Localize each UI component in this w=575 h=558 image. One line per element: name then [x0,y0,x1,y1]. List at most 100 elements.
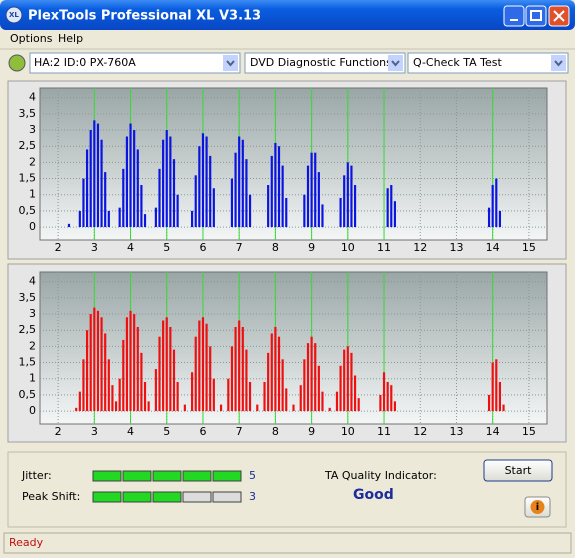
bar [93,307,96,412]
bar [85,330,89,412]
window-title: PlexTools Professional XL V3.13 [28,9,261,24]
ta-quality-value: Good [353,487,394,503]
bar [205,136,208,228]
y-tick-label: 3,5 [19,107,37,120]
bar [386,381,389,412]
bar [75,407,78,412]
x-tick-label: 5 [163,425,170,438]
bar [162,320,165,412]
close-icon [553,10,565,22]
plot-area [39,87,548,241]
bar [154,369,157,412]
y-tick-label: 2 [29,155,36,168]
bar [89,130,92,228]
x-tick-label: 5 [163,241,170,254]
start-button[interactable] [483,459,553,482]
bar [89,314,92,412]
bar [267,352,270,412]
bar [390,185,393,228]
bar [281,359,284,412]
bar [82,359,85,412]
bar [172,159,176,228]
bar [487,207,491,228]
bar [256,404,259,412]
bar [172,349,176,412]
y-tick-label: 4 [29,275,36,288]
drive-combo[interactable] [29,52,241,74]
bar [382,372,386,412]
bar [100,139,103,228]
bar [277,146,281,228]
bar [118,378,121,412]
drive-text: HA:2 ID:0 PX-760A [34,56,136,69]
meter-segment [152,491,182,503]
x-tick-label: 4 [127,241,134,254]
y-tick-label: 0 [29,220,36,233]
bar [339,197,342,228]
bar [248,381,252,412]
test-text: Q-Check TA Test [413,56,503,69]
bar [281,165,284,228]
bar [169,326,172,412]
bar [114,401,118,412]
info-icon-text: i [536,502,539,513]
bar [140,185,143,228]
meter-segment [152,470,182,482]
bar [169,136,172,228]
bar [238,136,241,228]
x-tick-label: 9 [308,425,315,438]
bar [104,172,107,228]
bar [147,401,150,412]
bar [357,398,360,412]
test-combo[interactable] [407,52,569,74]
peak-shift-label: Peak Shift: [22,490,80,503]
x-tick-label: 6 [199,241,206,254]
function-combo[interactable] [244,52,406,74]
y-tick-label: 2,5 [19,139,37,152]
minimize-icon [510,19,518,21]
x-tick-label: 15 [522,241,536,254]
bar [303,359,306,412]
bar [78,210,81,228]
app-icon [5,6,23,24]
y-tick-label: 3 [29,307,36,320]
bar [379,394,382,412]
x-tick-label: 13 [449,425,463,438]
status-bar [3,532,572,554]
bar [292,404,295,412]
bar [498,381,502,412]
title-bar [0,0,575,30]
jitter-label: Jitter: [21,469,52,482]
meter-segment [92,491,122,503]
meter-segment [212,491,242,503]
bar [227,378,230,412]
maximize-button[interactable] [525,5,547,27]
bar [495,359,498,412]
bar [209,346,212,412]
bar [248,194,252,228]
combo-arrows [223,55,566,71]
bar [317,365,320,412]
meter-segment [212,470,242,482]
bar [209,155,212,228]
bar [314,152,317,228]
bar [386,188,389,228]
bar [78,391,81,412]
bar [136,149,139,228]
bar [491,362,494,412]
x-tick-label: 8 [272,425,279,438]
bar [346,346,349,412]
minimize-button[interactable] [503,5,525,27]
menu-item[interactable]: Options [10,32,53,45]
bar [82,178,85,228]
bar [205,323,208,412]
bar [234,152,237,228]
meter-segment [122,470,152,482]
bar [303,194,306,228]
bar [353,185,357,228]
status-text: Ready [9,536,44,549]
menu-item[interactable]: Help [58,32,83,45]
bar [176,381,179,412]
meter-value: 5 [249,469,256,482]
x-tick-label: 7 [236,241,243,254]
